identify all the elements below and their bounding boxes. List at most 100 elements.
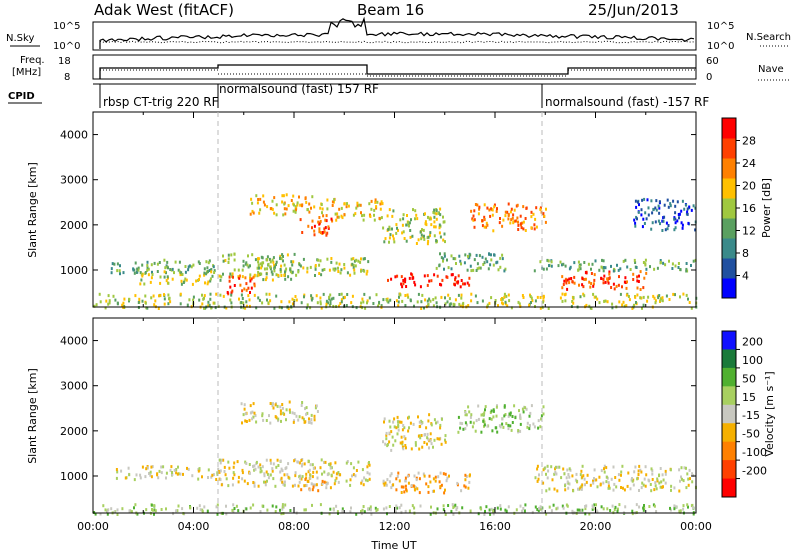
heatmap-cell: [529, 424, 531, 428]
heatmap-cell: [558, 465, 561, 469]
heatmap-cell: [325, 482, 328, 486]
heatmap-cell: [476, 203, 479, 207]
heatmap-cell: [220, 483, 223, 487]
heatmap-cell: [507, 202, 510, 206]
heatmap-cell: [521, 509, 524, 513]
heatmap-cell: [294, 474, 297, 478]
heatmap-cell: [290, 199, 293, 202]
velocity-ylabel: Slant Range [km]: [26, 368, 39, 464]
heatmap-cell: [400, 435, 403, 439]
heatmap-cell: [413, 488, 416, 492]
heatmap-cell: [232, 503, 235, 507]
heatmap-cell: [253, 464, 256, 468]
heatmap-cell: [242, 259, 245, 263]
heatmap-cell: [561, 275, 564, 279]
heatmap-cell: [572, 296, 575, 300]
heatmap-cell: [121, 507, 124, 511]
heatmap-cell: [326, 473, 329, 477]
heatmap-cell: [642, 483, 645, 487]
heatmap-cell: [562, 467, 565, 471]
heatmap-cell: [409, 229, 412, 232]
heatmap-cell: [636, 217, 638, 221]
heatmap-cell: [255, 306, 258, 310]
heatmap-cell: [313, 205, 316, 209]
colorbar-tick-label: 50: [742, 372, 756, 385]
heatmap-cell: [602, 269, 605, 273]
heatmap-cell: [283, 483, 286, 487]
heatmap-cell: [391, 227, 393, 231]
heatmap-cell: [203, 306, 205, 310]
heatmap-cell: [339, 473, 342, 477]
heatmap-cell: [562, 283, 565, 286]
heatmap-cell: [645, 267, 648, 271]
heatmap-cell: [409, 235, 412, 239]
colorbar-tick-label: -100: [742, 446, 767, 459]
heatmap-cell: [317, 220, 320, 224]
heatmap-cell: [608, 270, 611, 274]
heatmap-cell: [483, 203, 486, 207]
heatmap-cell: [433, 489, 435, 493]
heatmap-cell: [167, 293, 170, 297]
heatmap-cell: [507, 212, 510, 216]
heatmap-cell: [237, 509, 240, 513]
heatmap-cell: [470, 269, 473, 273]
heatmap-cell: [352, 213, 355, 217]
heatmap-cell: [411, 234, 414, 238]
heatmap-cell: [617, 268, 620, 272]
heatmap-cell: [321, 207, 324, 211]
heatmap-cell: [539, 296, 542, 299]
heatmap-cell: [294, 205, 297, 209]
heatmap-cell: [447, 266, 450, 270]
heatmap-cell: [323, 227, 326, 231]
heatmap-cell: [636, 477, 639, 481]
heatmap-cell: [474, 294, 477, 298]
heatmap-cell: [150, 296, 153, 300]
heatmap-cell: [136, 512, 139, 516]
heatmap-cell: [568, 267, 571, 271]
heatmap-cell: [427, 419, 430, 423]
heatmap-cell: [479, 266, 482, 270]
heatmap-cell: [450, 509, 453, 513]
heatmap-cell: [149, 280, 152, 284]
heatmap-cell: [291, 297, 294, 301]
heatmap-cell: [279, 508, 281, 512]
heatmap-cell: [386, 444, 389, 448]
heatmap-cell: [337, 215, 340, 219]
heatmap-cell: [658, 294, 661, 298]
heatmap-cell: [475, 253, 478, 257]
heatmap-cell: [443, 491, 446, 495]
heatmap-cell: [309, 473, 312, 477]
heatmap-cell: [308, 468, 311, 472]
heatmap-cell: [233, 461, 236, 465]
heatmap-cell: [378, 300, 381, 304]
heatmap-cell: [152, 508, 155, 512]
heatmap-cell: [257, 198, 260, 201]
heatmap-cell: [450, 273, 453, 277]
freq-tick-top: 18: [58, 56, 71, 67]
heatmap-cell: [388, 208, 391, 212]
heatmap-cell: [242, 301, 245, 305]
heatmap-cell: [335, 476, 338, 480]
heatmap-cell: [251, 417, 254, 421]
heatmap-cell: [186, 466, 188, 470]
heatmap-cell: [408, 221, 411, 225]
heatmap-cell: [658, 473, 661, 477]
heatmap-cell: [469, 415, 472, 419]
heatmap-cell: [679, 479, 681, 483]
heatmap-cell: [426, 242, 429, 246]
heatmap-cell: [285, 207, 288, 211]
heatmap-cell: [631, 512, 634, 516]
heatmap-cell: [612, 465, 615, 469]
heatmap-cell: [385, 437, 388, 441]
heatmap-cell: [207, 468, 210, 472]
heatmap-cell: [598, 475, 601, 479]
heatmap-cell: [367, 260, 370, 264]
heatmap-cell: [546, 476, 549, 480]
heatmap-cell: [309, 463, 312, 467]
heatmap-cell: [253, 411, 256, 415]
heatmap-cell: [478, 254, 481, 258]
heatmap-cell: [290, 277, 293, 281]
heatmap-cell: [525, 407, 528, 411]
heatmap-cell: [329, 486, 332, 490]
heatmap-cell: [284, 467, 287, 471]
